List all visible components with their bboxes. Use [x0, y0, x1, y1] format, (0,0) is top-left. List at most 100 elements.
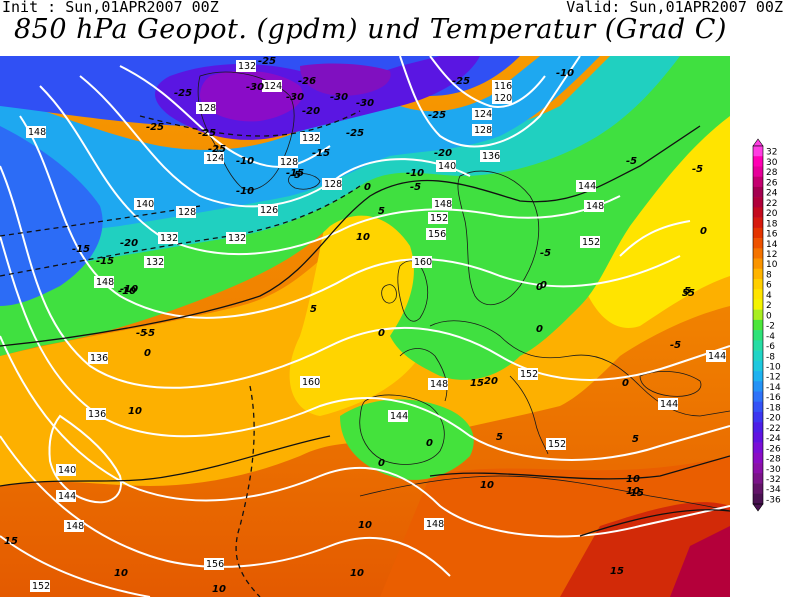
legend-label: 28: [766, 168, 778, 178]
temp-label: -25: [346, 128, 364, 139]
svg-text:152: 152: [430, 213, 448, 224]
geo-label: 140: [56, 464, 76, 476]
svg-text:148: 148: [28, 127, 46, 138]
svg-text:148: 148: [426, 519, 444, 530]
temp-label: -30: [246, 82, 264, 93]
svg-text:124: 124: [474, 109, 492, 120]
legend-swatch: [753, 258, 763, 270]
temp-label: -15: [96, 256, 114, 267]
legend-swatch: [753, 319, 763, 331]
temp-label: -10: [556, 68, 574, 79]
temp-label: 0: [144, 348, 151, 359]
weather-map[interactable]: 132 124 116 120 124 128 132 128 124 128 …: [0, 56, 730, 597]
legend-label: 26: [766, 178, 778, 188]
svg-text:136: 136: [90, 353, 108, 364]
legend-label: 2: [766, 301, 772, 311]
temp-label: -5: [626, 156, 637, 167]
legend-swatch: [753, 493, 763, 505]
temp-band-m30-east: [300, 63, 391, 96]
svg-text:152: 152: [548, 439, 566, 450]
geo-label: 160: [412, 256, 432, 268]
map-canvas: 132 124 116 120 124 128 132 128 124 128 …: [0, 56, 730, 597]
svg-text:128: 128: [280, 157, 298, 168]
legend-label: 32: [766, 148, 777, 158]
svg-text:148: 148: [430, 379, 448, 390]
temp-label: -20: [120, 238, 138, 249]
geo-label: 152: [428, 212, 448, 224]
temp-label: -30: [356, 98, 374, 109]
legend-swatch: [753, 289, 763, 300]
legend-label: 12: [766, 250, 777, 260]
temp-label: -5: [692, 164, 703, 175]
legend-swatch: [753, 197, 763, 208]
geo-label: 144: [658, 398, 678, 410]
temp-band-0: [0, 56, 730, 380]
legend-label: 30: [766, 158, 778, 168]
geo-label: 132: [236, 60, 256, 72]
svg-text:160: 160: [302, 377, 320, 388]
svg-text:144: 144: [578, 181, 596, 192]
svg-text:126: 126: [260, 205, 278, 216]
legend-swatch: [753, 248, 763, 259]
temp-label: 0: [364, 182, 371, 193]
legend-label: 0: [766, 311, 772, 321]
geo-label: 128: [278, 156, 298, 168]
legend-swatch: [753, 442, 763, 454]
geo-label: 152: [546, 438, 566, 450]
legend-swatch: [753, 381, 763, 392]
geopotential-labels: 132 124 116 120 124 128 132 128 124 128 …: [26, 60, 726, 592]
init-time: Init : Sun,01APR2007 00Z: [2, 0, 219, 16]
temp-label: -5: [410, 182, 421, 193]
legend-arrow-top: [752, 138, 764, 147]
temp-label: 10: [212, 584, 226, 595]
svg-text:152: 152: [582, 237, 600, 248]
svg-text:140: 140: [438, 161, 456, 172]
geo-label: 132: [300, 132, 320, 144]
legend-swatch: [753, 483, 763, 495]
geo-label: 132: [226, 232, 246, 244]
geo-label: 148: [432, 198, 452, 210]
valid-time: Valid: Sun,01APR2007 00Z: [566, 0, 783, 16]
legend-swatch: [753, 432, 763, 443]
temp-label: 0: [536, 324, 543, 335]
geo-label: 144: [388, 410, 408, 422]
temp-label: 20: [484, 376, 498, 387]
geo-label: 124: [204, 152, 224, 164]
geo-label: 140: [134, 198, 154, 210]
svg-text:120: 120: [494, 93, 512, 104]
legend-label: 20: [766, 209, 778, 219]
legend-swatch: [753, 401, 763, 413]
geo-label: 140: [436, 160, 456, 172]
temp-label: -5: [136, 328, 147, 339]
temp-label: 10: [350, 568, 364, 579]
temp-label: -10: [236, 156, 254, 167]
temp-band-20: [670, 526, 730, 597]
geo-label: 156: [204, 558, 224, 570]
temp-label: 15: [630, 488, 644, 499]
geo-label: 152: [518, 368, 538, 380]
temp-label: 0: [622, 378, 629, 389]
svg-text:124: 124: [264, 81, 282, 92]
legend-swatch: [753, 350, 763, 362]
temp-label: -25: [452, 76, 470, 87]
iberia-cool-pocket: [340, 399, 474, 480]
geo-label: 144: [56, 490, 76, 502]
legend-swatch: [753, 473, 763, 484]
legend-label: -24: [766, 434, 781, 444]
temperature-contours: [0, 110, 730, 597]
legend-swatch: [753, 238, 763, 249]
temp-label: -26: [298, 76, 316, 87]
geo-label: 132: [158, 232, 178, 244]
svg-text:132: 132: [146, 257, 164, 268]
map-title: 850 hPa Geopot. (gpdm) und Temperatur (G…: [14, 14, 727, 45]
geo-label: 120: [492, 92, 512, 104]
svg-text:132: 132: [238, 61, 256, 72]
legend-swatch: [753, 186, 763, 198]
temp-label: 0: [378, 328, 385, 339]
svg-text:148: 148: [586, 201, 604, 212]
temp-band-m15-west: [0, 126, 103, 306]
geo-label: 160: [300, 376, 320, 388]
svg-text:132: 132: [160, 233, 178, 244]
legend-swatch: [753, 299, 763, 310]
svg-text:160: 160: [414, 257, 432, 268]
